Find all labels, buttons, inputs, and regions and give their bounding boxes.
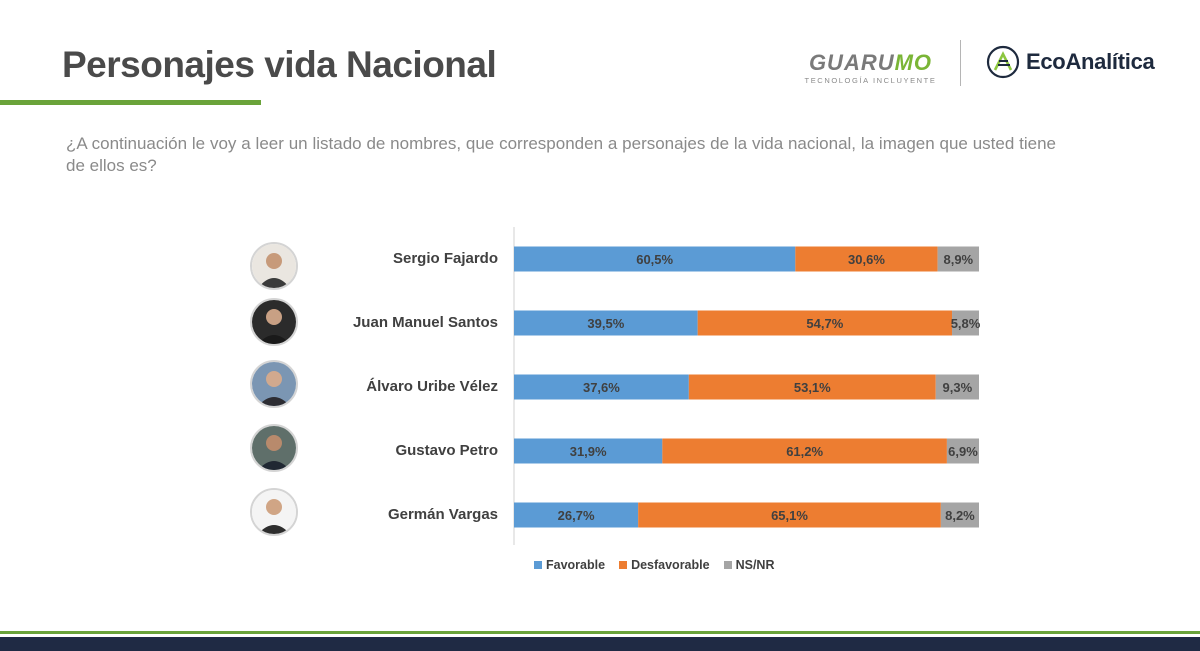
data-label-favorable-german-vargas: 26,7%: [558, 508, 595, 523]
category-label-juan-manuel-santos: Juan Manuel Santos: [352, 314, 498, 331]
guarumo-logo-main: GUARU: [808, 50, 895, 75]
legend-label-desfavorable: Desfavorable: [631, 558, 710, 572]
data-label-favorable-alvaro-uribe-velez: 37,6%: [583, 380, 620, 395]
legend-item-desfavorable: Desfavorable: [619, 558, 710, 572]
bar-ns-nr-sergio-fajardo: [937, 246, 980, 272]
guarumo-logo: GUARUMO TECNOLOGÍA INCLUYENTE: [803, 50, 938, 86]
ecoanalitica-logo: EcoAnalítica: [986, 44, 1155, 80]
data-label-ns-nr-alvaro-uribe-velez: 9,3%: [943, 380, 973, 395]
legend-swatch-favorable: [534, 561, 542, 569]
data-label-favorable-sergio-fajardo: 60,5%: [636, 252, 673, 267]
avatar-alvaro-uribe-velez: [250, 360, 298, 408]
footer-green-rule: [0, 631, 1200, 634]
data-label-desfavorable-gustavo-petro: 61,2%: [786, 444, 823, 459]
avatar-juan-manuel-santos: [250, 298, 298, 346]
survey-question: ¿A continuación le voy a leer un listado…: [66, 134, 1056, 175]
data-label-ns-nr-juan-manuel-santos: 5,8%: [951, 316, 981, 331]
legend-label-nsnr: NS/NR: [735, 558, 775, 572]
data-label-favorable-juan-manuel-santos: 39,5%: [587, 316, 624, 331]
category-label-alvaro-uribe-velez: Álvaro Uribe Vélez: [366, 378, 498, 395]
title-underline: [0, 100, 261, 105]
bar-ns-nr-alvaro-uribe-velez: [935, 374, 979, 400]
category-label-german-vargas: Germán Vargas: [387, 506, 498, 523]
data-label-ns-nr-gustavo-petro: 6,9%: [948, 444, 978, 459]
bar-desfavorable-alvaro-uribe-velez: [688, 374, 936, 400]
bar-desfavorable-sergio-fajardo: [795, 246, 938, 272]
data-label-desfavorable-alvaro-uribe-velez: 53,1%: [794, 380, 831, 395]
chart-legend: Favorable Desfavorable NS/NR: [534, 558, 788, 572]
data-label-desfavorable-sergio-fajardo: 30,6%: [848, 252, 885, 267]
bar-desfavorable-german-vargas: [638, 502, 941, 528]
footer-navy-bar: [0, 637, 1200, 651]
category-label-gustavo-petro: Gustavo Petro: [395, 442, 498, 459]
avatar-sergio-fajardo: [250, 242, 298, 290]
legend-swatch-nsnr: [723, 561, 732, 569]
data-label-desfavorable-german-vargas: 65,1%: [771, 508, 808, 523]
avatar-gustavo-petro: [250, 424, 298, 472]
bar-desfavorable-gustavo-petro: [662, 438, 947, 464]
page-title: Personajes vida Nacional: [62, 44, 497, 85]
bar-desfavorable-juan-manuel-santos: [697, 310, 953, 336]
avatar-german-vargas: [250, 488, 298, 536]
ecoanalitica-logo-text: EcoAnalítica: [1026, 49, 1155, 74]
bar-favorable-juan-manuel-santos: [514, 310, 698, 336]
data-label-ns-nr-german-vargas: 8,2%: [945, 508, 975, 523]
legend-label-favorable: Favorable: [546, 558, 606, 572]
legend-swatch-desfavorable: [619, 561, 628, 569]
guarumo-tagline: TECNOLOGÍA INCLUYENTE: [804, 76, 937, 85]
bar-ns-nr-juan-manuel-santos: [952, 310, 979, 336]
ecoanalitica-logo-icon: [986, 45, 1020, 79]
bar-ns-nr-german-vargas: [940, 502, 979, 528]
bar-favorable-alvaro-uribe-velez: [514, 374, 689, 400]
data-label-desfavorable-juan-manuel-santos: 54,7%: [806, 316, 843, 331]
legend-item-favorable: Favorable: [534, 558, 605, 572]
bar-favorable-gustavo-petro: [514, 438, 663, 464]
bar-ns-nr-gustavo-petro: [946, 438, 979, 464]
bar-favorable-german-vargas: [514, 502, 639, 528]
legend-item-nsnr: NS/NR: [723, 558, 775, 572]
data-label-ns-nr-sergio-fajardo: 8,9%: [943, 252, 973, 267]
guarumo-logo-accent: MO: [894, 50, 933, 75]
category-label-sergio-fajardo: Sergio Fajardo: [392, 250, 498, 267]
data-label-favorable-gustavo-petro: 31,9%: [570, 444, 607, 459]
logo-divider: [960, 40, 961, 86]
bar-favorable-sergio-fajardo: [514, 246, 796, 272]
